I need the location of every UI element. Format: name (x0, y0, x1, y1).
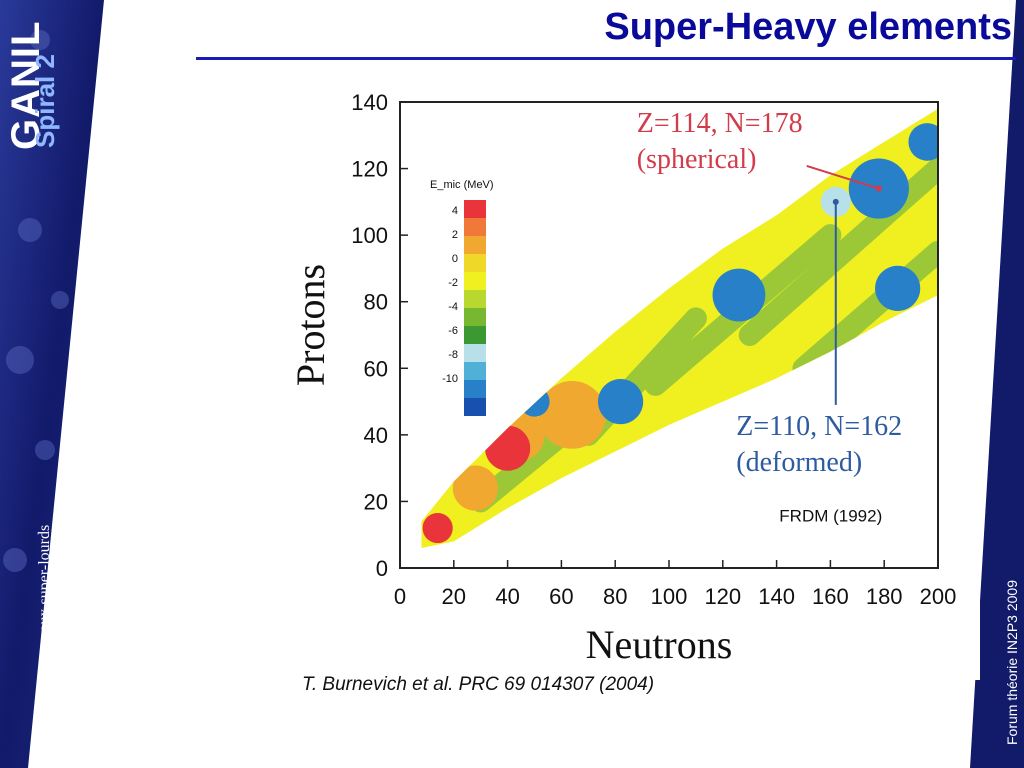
y-tick-label: 120 (351, 157, 388, 182)
left-vertical-caption: synthèse des noyaux super-lourds (36, 524, 53, 740)
y-tick-label: 80 (364, 290, 388, 315)
green-region (792, 240, 938, 380)
shell-region (908, 123, 938, 161)
x-axis-label: Neutrons (586, 622, 733, 667)
annotation-text: Z=114, N=178 (637, 108, 803, 139)
colorbar: E_mic (MeV) 4 2 0 -2 -4 -6 -8 -10 (430, 179, 494, 416)
colorbar-tick: -2 (448, 277, 458, 289)
annotation-arrowhead (832, 198, 839, 205)
x-axis-ticks: 0 20 40 60 80 100 120 140 160 180 200 (394, 560, 956, 609)
colorbar-tick: -10 (442, 373, 458, 385)
colorbar-segment (464, 254, 486, 272)
y-tick-label: 60 (364, 356, 388, 381)
colorbar-segment (464, 200, 486, 218)
colorbar-segment (464, 218, 486, 236)
left-decorative-banner (0, 0, 104, 768)
title-divider (196, 57, 1016, 60)
x-tick-label: 200 (920, 584, 957, 609)
x-tick-label: 20 (442, 584, 466, 609)
colorbar-segment (464, 344, 486, 362)
shell-region (538, 380, 607, 449)
annotation-text: (deformed) (736, 447, 862, 478)
colorbar-tick: -8 (448, 349, 458, 361)
annotations: Z=114, N=178 (spherical) Z=110, N=162 (defo… (637, 108, 902, 478)
colorbar-tick: -4 (448, 301, 458, 313)
right-decorative-banner (970, 0, 1024, 768)
colorbar-segment (464, 326, 486, 344)
y-tick-label: 140 (351, 90, 388, 115)
annotation-text: (spherical) (637, 144, 757, 175)
right-vertical-caption: Forum théorie IN2P3 2009 (1004, 580, 1020, 745)
colorbar-segment (464, 380, 486, 398)
colorbar-tick: 2 (452, 229, 458, 241)
x-tick-label: 160 (812, 584, 849, 609)
spiral2-logo: Spiral 2 (30, 54, 60, 148)
y-tick-label: 40 (364, 423, 388, 448)
annotation-arrowhead (875, 185, 882, 192)
x-tick-label: 80 (603, 584, 627, 609)
colorbar-segment (464, 236, 486, 254)
annotation-text: Z=110, N=162 (736, 411, 902, 442)
colorbar-tick: -6 (448, 325, 458, 337)
x-tick-label: 180 (866, 584, 903, 609)
shell-region (712, 268, 766, 322)
nuclear-chart: 0 20 40 60 80 100 120 140 160 180 200 020406080100… (280, 90, 980, 680)
citation: T. Burnevich et al. PRC 69 014307 (2004) (302, 674, 655, 695)
x-tick-label: 100 (651, 584, 688, 609)
model-note: FRDM (1992) (779, 506, 882, 525)
colorbar-segment (464, 398, 486, 416)
x-tick-label: 60 (549, 584, 573, 609)
colorbar-tick: 0 (452, 253, 458, 265)
colorbar-segment (464, 290, 486, 308)
colorbar-tick: 4 (452, 205, 458, 217)
annotation-arrow (806, 165, 880, 190)
x-tick-label: 0 (394, 584, 406, 609)
x-tick-label: 40 (495, 584, 519, 609)
colorbar-segment (464, 308, 486, 326)
x-tick-label: 140 (758, 584, 795, 609)
colorbar-title: E_mic (MeV) (430, 179, 494, 191)
y-axis-ticks: 0 20 40 60 80 100 120 140 (351, 90, 408, 581)
shell-region (422, 512, 453, 544)
colorbar-segment (464, 362, 486, 380)
colorbar-segment (464, 272, 486, 290)
shell-region (875, 265, 921, 311)
shell-region (597, 378, 644, 425)
y-tick-label: 100 (351, 223, 388, 248)
y-tick-label: 20 (364, 489, 388, 514)
shell-region (452, 465, 498, 511)
y-axis-label: Protons (288, 264, 333, 386)
x-tick-label: 120 (704, 584, 741, 609)
slide-title: Super-Heavy elements (604, 6, 1012, 48)
y-tick-label: 0 (376, 556, 388, 581)
